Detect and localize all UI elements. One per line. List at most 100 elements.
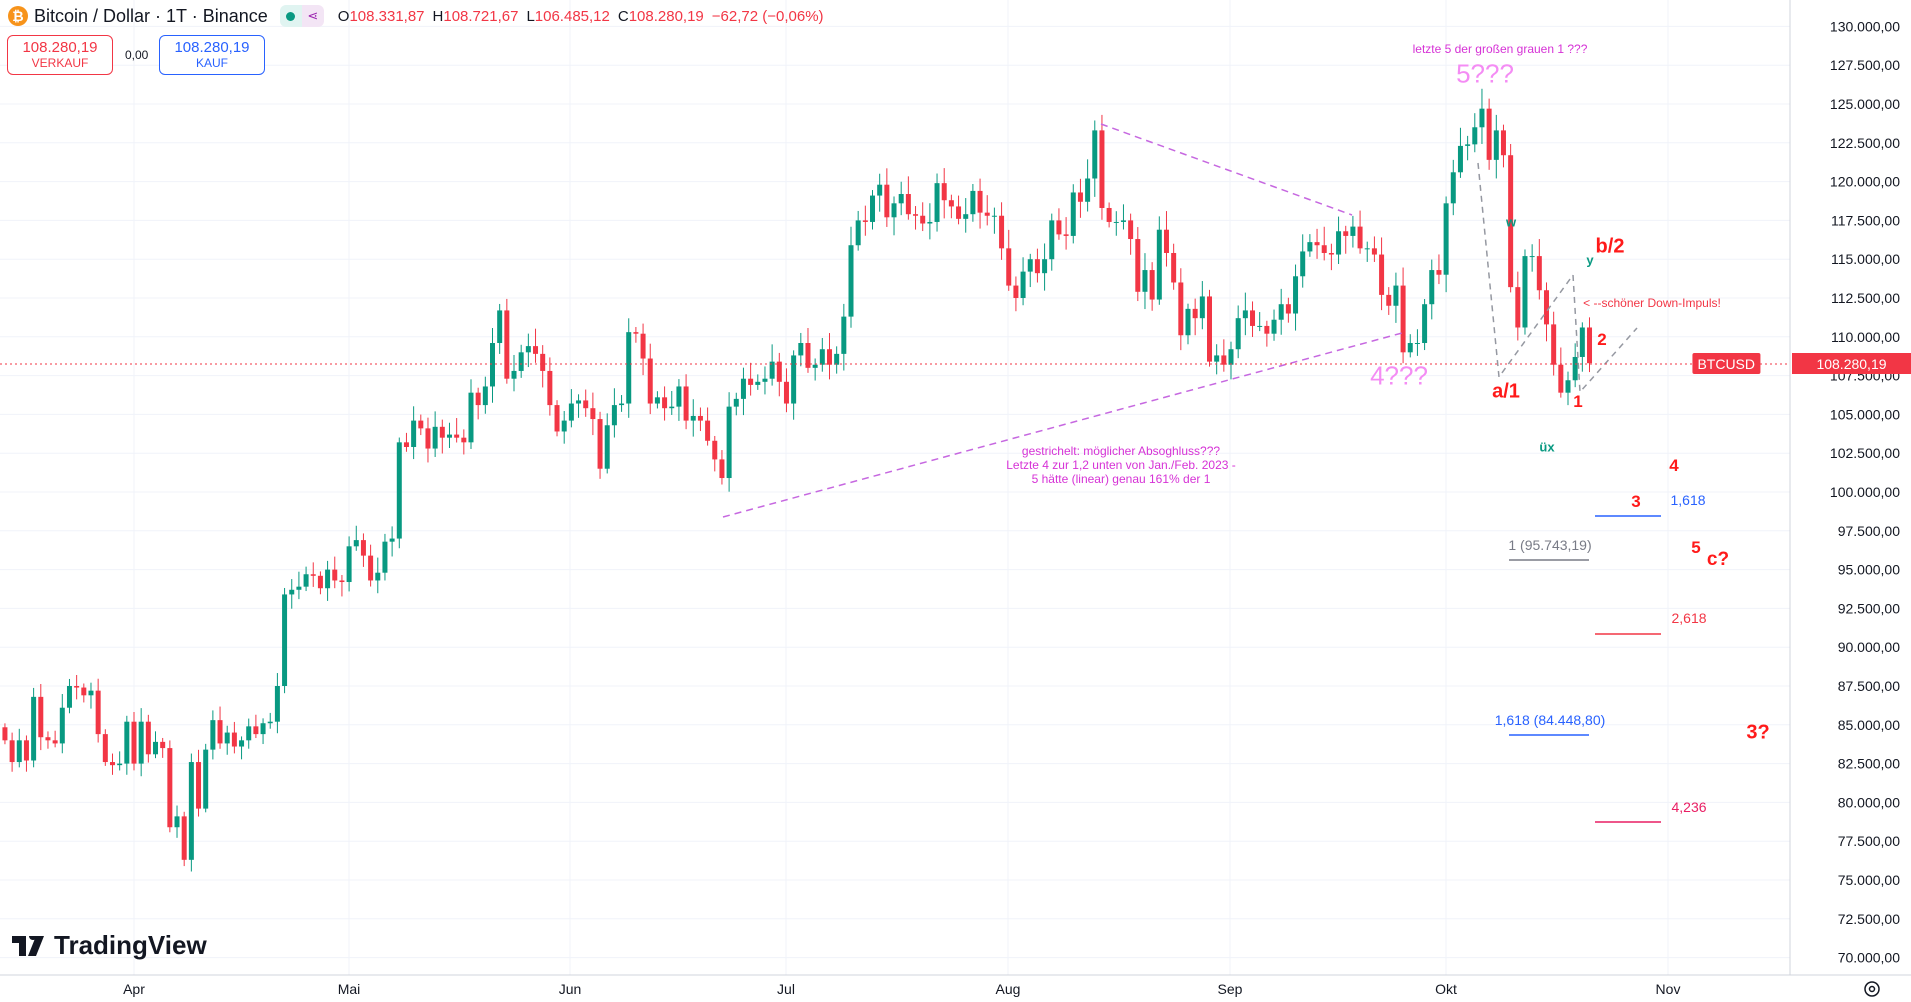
candle-body [913,214,919,216]
candle-body [310,574,316,576]
candle-body [1551,324,1557,365]
candle [956,195,962,225]
candle-body [776,361,782,382]
candle [576,394,582,418]
candle [1135,227,1141,302]
candle-body [604,425,610,469]
candle [461,429,467,455]
candle-body [1543,290,1549,325]
candle-body [418,420,424,429]
wave-3-target-label[interactable]: 3 [1631,492,1641,511]
candle-body [1013,285,1019,298]
candle [454,418,460,443]
candle [1379,237,1385,311]
candle [748,362,754,396]
open-value: 108.331,87 [349,7,425,25]
share-icon[interactable]: ⋖ [301,5,324,27]
candle-body [1171,252,1177,283]
buy-button[interactable]: 108.280,19 KAUF [159,35,265,75]
wave-4-label[interactable]: 4??? [1370,360,1428,391]
fib-1618-small-label[interactable]: 1,618 [1670,492,1706,508]
fib-1-label[interactable]: 1 (95.743,19) [1508,537,1592,553]
fib-4236-label[interactable]: 4,236 [1671,799,1707,815]
candle-body [1536,256,1542,291]
wave-path-dashed[interactable] [1477,162,1574,380]
candle [554,400,560,437]
fib-2618-label[interactable]: 2,618 [1671,610,1707,626]
candle [1414,329,1420,356]
price-axis[interactable]: 130.000,00 127.500,00 125.000,00 122.500,00… [1830,18,1900,965]
candle [1321,226,1327,261]
price-tick-label: 100.000,00 [1830,484,1900,500]
candle [1214,344,1220,375]
candle-body [1192,308,1198,319]
y-label[interactable]: y [1586,252,1594,268]
status-pill[interactable]: ⋖ [279,5,324,27]
note-text[interactable]: gestrichelt: möglicher Absoghluss??? Let… [1006,444,1235,486]
candle [138,708,144,777]
settings-icon[interactable] [1864,981,1880,997]
candle [1063,217,1069,250]
candle-body [1386,294,1392,306]
wave-5-label[interactable]: 5??? [1456,58,1514,89]
wave-5-target-label[interactable]: 5 [1691,538,1701,557]
drawings [0,123,1790,823]
w-label[interactable]: w [1505,214,1517,230]
candle [23,735,29,772]
candle-body [769,361,775,379]
candle-body [1300,251,1306,277]
wave-c-label[interactable]: c? [1706,549,1730,570]
tradingview-logo[interactable]: TradingView [12,930,207,961]
candle [1393,272,1399,323]
candle-body [160,741,166,749]
down-impulse-note[interactable]: < --schöner Down-Impuls! [1583,296,1721,310]
candle-body [590,408,596,420]
candle [1027,253,1033,288]
top-note[interactable]: letzte 5 der großen grauen 1 ??? [1412,42,1588,56]
candle [88,682,94,709]
candle-body [375,572,381,581]
candle-body [991,215,997,217]
candle [1429,259,1435,320]
triangle-upper-line[interactable] [1100,123,1353,216]
wave-4-target-label[interactable]: 4 [1669,456,1679,475]
fib-1618-label[interactable]: 1,618 (84.448,80) [1494,712,1606,728]
candle-body [583,400,589,409]
wave-2-label[interactable]: 2 [1597,330,1607,349]
time-axis[interactable]: Apr Mai Jun Jul Aug Sep Okt Nov [123,981,1680,997]
candle-body [1465,144,1471,146]
candle [224,725,230,755]
candle [898,181,904,216]
candle [289,579,295,609]
candle [1457,127,1463,178]
price-tick-label: 120.000,00 [1830,174,1900,190]
sell-button[interactable]: 108.280,19 VERKAUF [7,35,113,75]
candle [568,389,574,428]
close-value: 108.280,19 [628,7,704,25]
candle-body [898,194,904,204]
candle [74,675,80,700]
candle-body [174,816,180,828]
candle-body [1221,355,1227,365]
ux-label[interactable]: üx [1539,439,1555,455]
symbol-title[interactable]: Bitcoin / Dollar · 1T · Binance [34,5,268,26]
triangle-lower-line[interactable] [722,332,1403,518]
candle-body [1486,108,1492,160]
wave-3q-label[interactable]: 3? [1746,721,1770,744]
buy-price: 108.280,19 [174,39,250,56]
candle-body [74,686,80,688]
b2-label[interactable]: b/2 [1595,235,1625,258]
a1-label[interactable]: a/1 [1492,380,1520,403]
candle-body [289,589,295,595]
candle [511,354,517,392]
candle [583,389,589,417]
candle-body [1285,304,1291,314]
candle [1221,339,1227,372]
price-tick-label: 122.500,00 [1830,135,1900,151]
candle [920,202,926,232]
candle-body [568,403,574,421]
buy-label: KAUF [195,56,228,70]
wave-1-label[interactable]: 1 [1573,392,1583,411]
sell-price: 108.280,19 [22,39,98,56]
